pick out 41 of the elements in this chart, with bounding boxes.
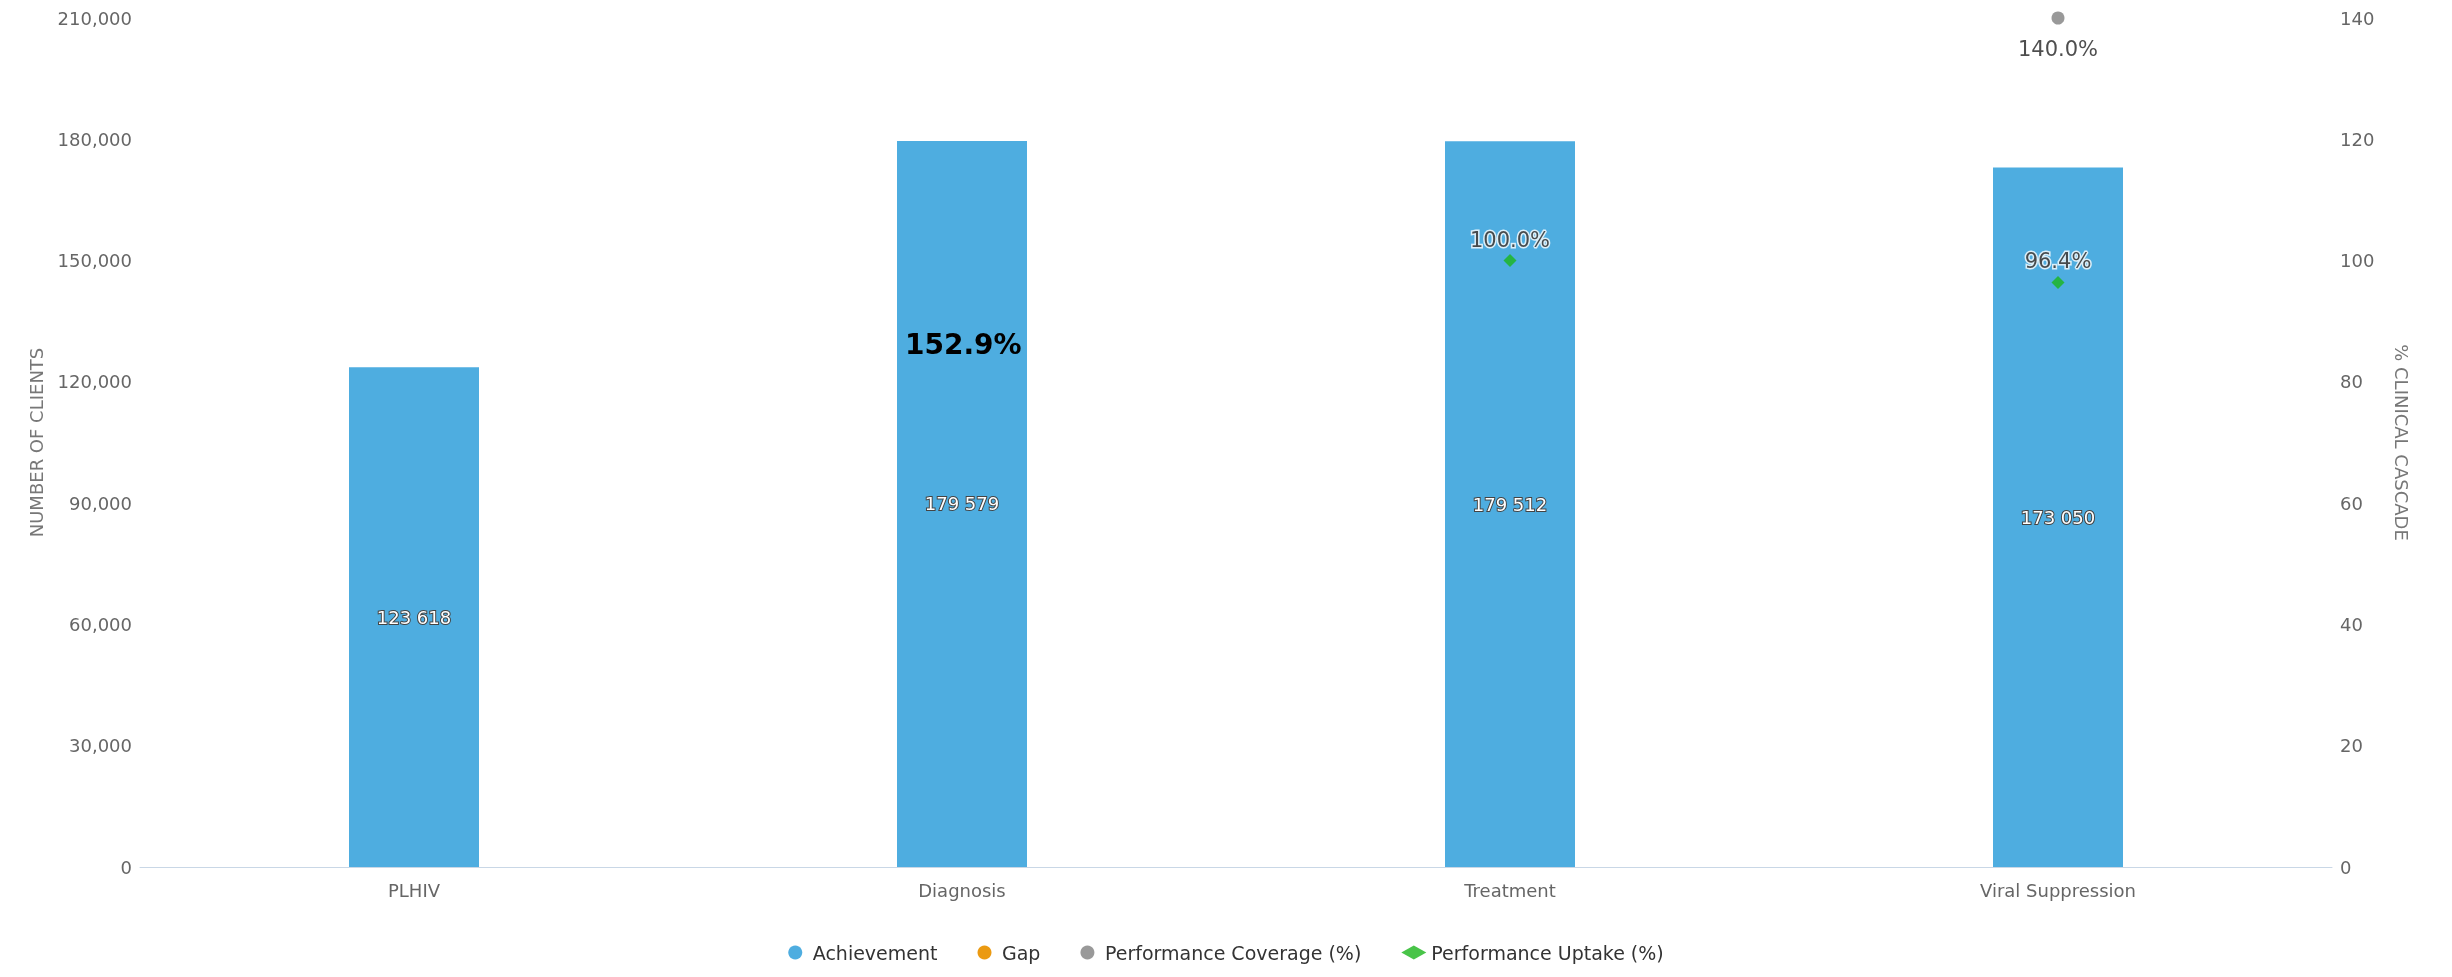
data-label: 179 579 (924, 493, 1000, 515)
y-tick-label: 150,000 (57, 250, 132, 272)
legend-label: Performance Coverage (%) (1104, 941, 1362, 964)
annotation: 152.9% (905, 327, 1022, 361)
legend-label: Performance Uptake (%) (1431, 941, 1664, 964)
data-label: 96.4% (2024, 249, 2092, 274)
x-tick-label: Treatment (1463, 879, 1556, 901)
y-tick-label: 120,000 (57, 371, 132, 393)
data-label: 179 512 (1472, 493, 1548, 515)
y2-tick-label: 100 (2340, 250, 2375, 272)
y-tick-label: 180,000 (57, 128, 132, 150)
data-label: 140.0% (2017, 37, 2099, 61)
bar (1445, 141, 1575, 867)
point (2051, 275, 2065, 289)
point (2051, 11, 2065, 25)
data-label: 173 050 (2020, 506, 2096, 528)
y2-axis-title: % CLINICAL CASCADE (2390, 344, 2412, 541)
y2-tick-label: 0 (2340, 856, 2352, 878)
bar (349, 367, 479, 867)
y-tick-label: 30,000 (69, 735, 132, 757)
y2-tick-label: 140 (2340, 7, 2375, 29)
legend-label: Gap (1002, 941, 1041, 964)
x-tick-label: Viral Suppression (1979, 879, 2137, 901)
y-tick-label: 60,000 (69, 613, 132, 635)
data-label: 100.0% (1469, 227, 1551, 252)
x-tick-label: PLHIV (387, 879, 441, 901)
bar (1993, 167, 2123, 867)
y-axis-title: NUMBER OF CLIENTS (25, 347, 47, 538)
y-tick-label: 90,000 (69, 492, 132, 514)
y-tick-label: 0 (120, 856, 132, 878)
y2-tick-label: 60 (2340, 492, 2363, 514)
point (1503, 254, 1517, 268)
y-tick-label: 210,000 (57, 7, 132, 29)
bar (897, 140, 1027, 867)
legend-label: Achievement (812, 941, 938, 964)
y2-tick-label: 40 (2340, 613, 2363, 635)
data-label: 123 618 (376, 606, 452, 628)
y2-tick-label: 20 (2340, 735, 2363, 757)
y2-tick-label: 80 (2340, 371, 2363, 393)
y2-tick-label: 120 (2340, 128, 2375, 150)
x-tick-label: Diagnosis (918, 879, 1006, 901)
